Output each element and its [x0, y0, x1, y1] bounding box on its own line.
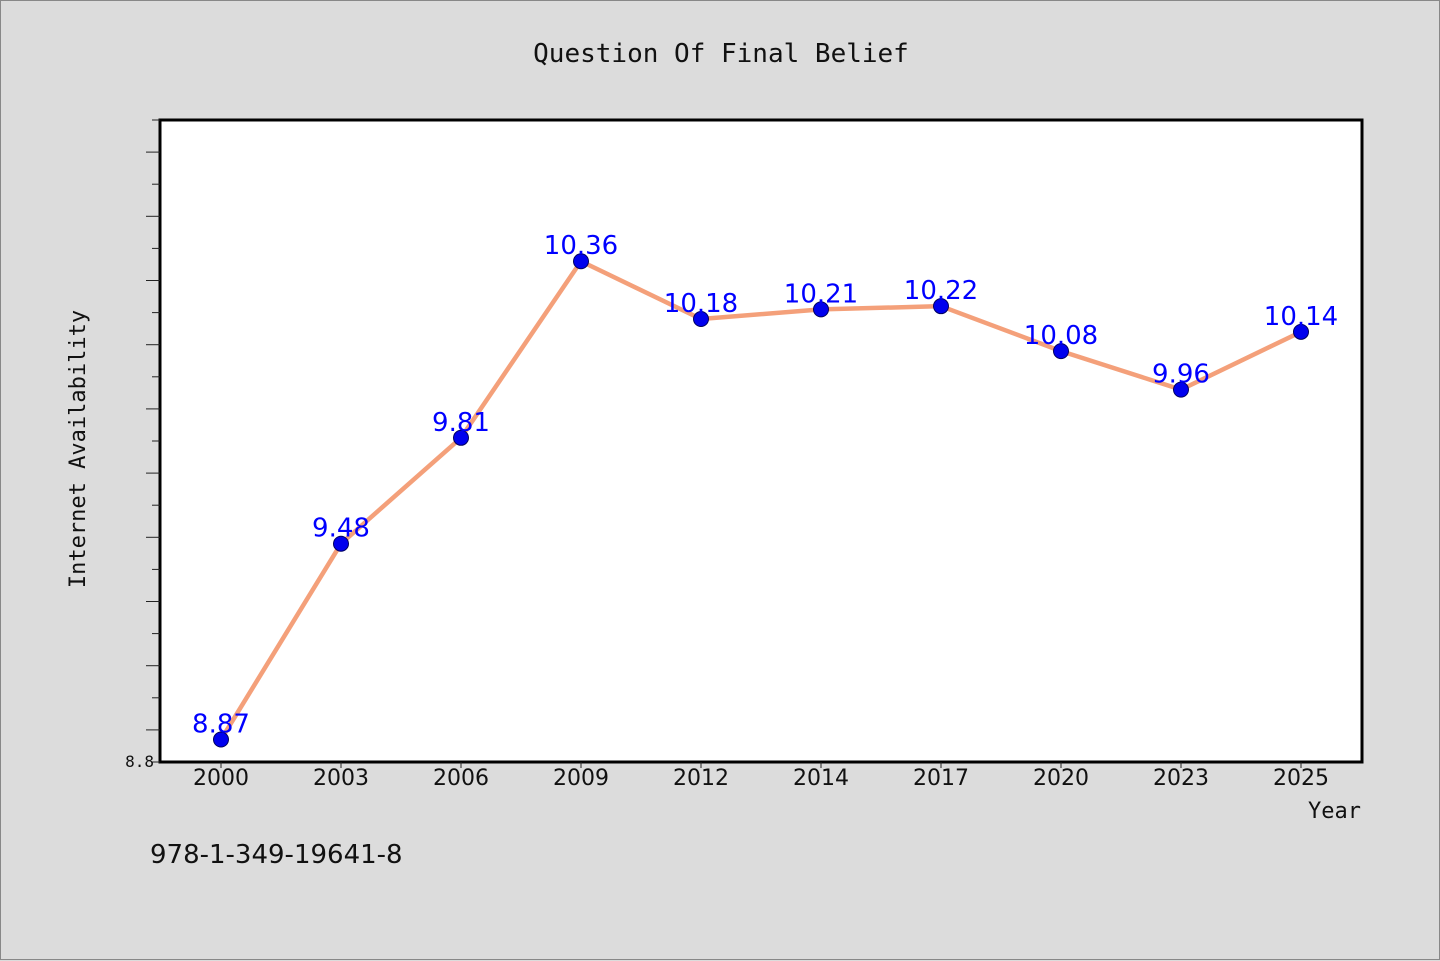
y-axis-label: Internet Availability — [66, 310, 91, 588]
x-axis-ticks: 2000 2003 2006 2009 2012 2014 2017 2020 2023 2025 — [193, 762, 1329, 791]
series-line — [219, 258, 1302, 741]
data-point — [1053, 343, 1069, 360]
data-label: 9.81 — [432, 408, 490, 438]
chart-title: Question Of Final Belief — [533, 39, 909, 69]
series-layer: 8.87 9.48 9.81 10.36 10.18 10.21 10.22 10.08 9.9… — [192, 231, 1338, 748]
data-label: 10.18 — [664, 289, 738, 319]
x-tick-label: 2000 — [193, 766, 249, 791]
x-tick-label: 2020 — [1033, 766, 1089, 791]
y-tick-label: 8.8 — [125, 752, 154, 771]
data-label: 10.14 — [1264, 302, 1338, 332]
x-tick-label: 2017 — [913, 766, 969, 791]
x-tick-label: 2014 — [793, 766, 849, 791]
data-point — [1173, 381, 1189, 398]
x-tick-label: 2025 — [1273, 766, 1329, 791]
x-tick-label: 2003 — [313, 766, 369, 791]
data-label: 10.22 — [904, 276, 978, 306]
data-point — [1293, 323, 1309, 340]
x-tick-label: 2012 — [673, 766, 729, 791]
plot-area — [158, 118, 1364, 764]
y-axis-ticks: 8.8 — [125, 119, 160, 771]
data-label: 9.96 — [1152, 360, 1210, 390]
data-point — [573, 253, 589, 270]
data-label: 9.48 — [312, 514, 370, 544]
x-tick-label: 2009 — [553, 766, 609, 791]
isbn-text: 978-1-349-19641-8 — [150, 840, 403, 870]
x-tick-label: 2006 — [433, 766, 489, 791]
data-point — [693, 311, 709, 328]
data-label: 8.87 — [192, 710, 250, 740]
x-axis-label: Year — [1308, 799, 1361, 824]
data-point — [213, 731, 229, 748]
x-tick-label: 2023 — [1153, 766, 1209, 791]
data-label: 10.36 — [544, 231, 618, 261]
data-point — [933, 298, 949, 315]
data-label: 10.08 — [1024, 321, 1098, 351]
data-point — [453, 429, 469, 446]
data-label: 10.21 — [784, 279, 858, 309]
data-point — [333, 535, 349, 552]
data-point — [813, 301, 829, 318]
